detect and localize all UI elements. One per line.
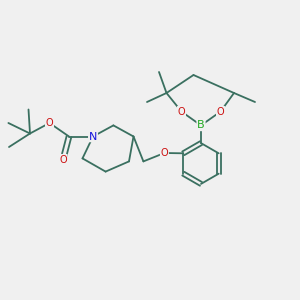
Text: O: O (59, 154, 67, 165)
Text: O: O (160, 148, 168, 158)
Text: B: B (197, 120, 205, 130)
Text: O: O (178, 106, 185, 117)
Text: O: O (46, 118, 53, 128)
Text: O: O (217, 106, 224, 117)
Text: N: N (89, 131, 97, 142)
